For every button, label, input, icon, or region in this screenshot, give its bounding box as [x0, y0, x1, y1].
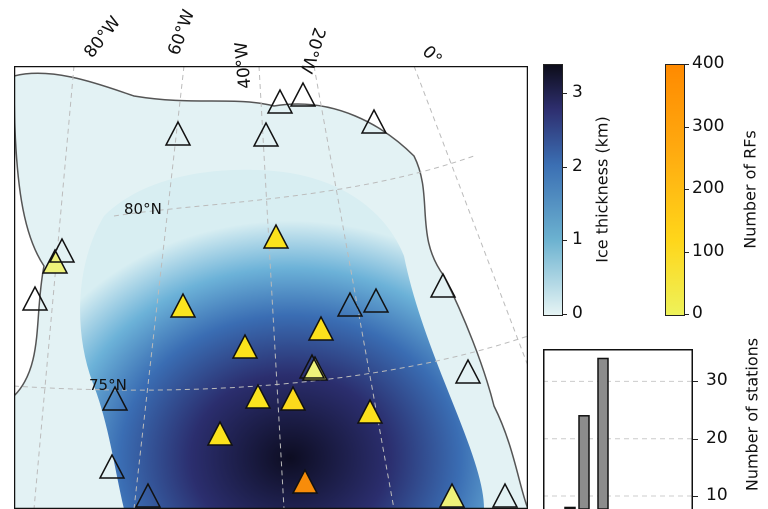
hist-tick-mark	[693, 381, 698, 383]
station-marker	[429, 272, 457, 298]
hist-tick-label: 20	[706, 427, 728, 448]
station-marker	[206, 420, 234, 446]
rf-tick-mark	[684, 314, 689, 315]
ice-sheet	[80, 169, 485, 509]
station-marker	[266, 88, 294, 114]
station-marker	[454, 358, 482, 384]
rf-tick-mark	[684, 189, 689, 190]
station-marker	[48, 237, 76, 263]
lon-label-80w: 80°W	[80, 12, 125, 63]
hist-tick-label: 10	[706, 485, 728, 505]
rf-tick-label: 200	[692, 178, 725, 198]
station-marker	[298, 353, 326, 379]
histogram-ylabel: Number of stations	[742, 337, 762, 492]
rf-colorbar-label: Number of RFs	[740, 130, 760, 249]
rf-tick-mark	[684, 64, 689, 65]
station-marker	[291, 468, 319, 494]
station-marker	[164, 120, 192, 146]
rf-colorbar	[665, 64, 685, 316]
lat-label-75n: 75°N	[89, 376, 127, 394]
rf-tick-mark	[684, 251, 689, 253]
rf-tick-mark	[684, 126, 689, 128]
lat-label-80n: 80°N	[124, 200, 162, 218]
station-marker	[289, 81, 317, 107]
lon-label-40w: 40°W	[231, 41, 256, 90]
ice-thickness-label: Ice thickness (km)	[592, 116, 612, 263]
station-histogram	[543, 349, 693, 509]
station-marker	[262, 223, 290, 249]
ice-tick-mark	[562, 314, 567, 315]
station-marker	[336, 291, 364, 317]
station-marker	[438, 482, 466, 508]
station-marker	[279, 385, 307, 411]
lon-label-60w: 60°W	[164, 7, 200, 58]
ice-tick-label: 3	[572, 82, 583, 103]
station-marker	[491, 482, 519, 508]
station-marker	[21, 285, 49, 311]
rf-tick-label: 100	[692, 240, 725, 261]
hist-tick-mark	[693, 438, 698, 440]
ice-tick-label: 0	[572, 303, 583, 323]
station-marker	[252, 121, 280, 147]
rf-tick-label: 0	[692, 303, 703, 323]
station-marker	[356, 398, 384, 424]
hist-tick-label: 30	[706, 370, 728, 391]
rf-tick-label: 400	[692, 53, 725, 73]
station-marker	[301, 355, 329, 381]
station-marker	[231, 333, 259, 359]
station-marker	[244, 383, 272, 409]
station-marker	[98, 453, 126, 479]
greenland-map	[14, 66, 528, 509]
ice-tick-mark	[562, 93, 567, 95]
station-marker	[307, 315, 335, 341]
station-marker	[362, 287, 390, 313]
station-marker	[101, 385, 129, 411]
ice-tick-mark	[562, 166, 567, 168]
ice-tick-mark	[562, 240, 567, 242]
station-marker	[169, 292, 197, 318]
station-marker	[134, 482, 162, 508]
hist-bar	[597, 357, 609, 509]
hist-bar	[578, 415, 590, 509]
ice-thickness-colorbar	[543, 64, 563, 316]
ice-tick-label: 1	[572, 229, 583, 250]
station-marker	[360, 108, 388, 134]
hist-bar	[564, 506, 576, 509]
ice-tick-label: 2	[572, 155, 583, 176]
rf-tick-label: 300	[692, 115, 725, 136]
hist-tick-mark	[693, 496, 698, 497]
